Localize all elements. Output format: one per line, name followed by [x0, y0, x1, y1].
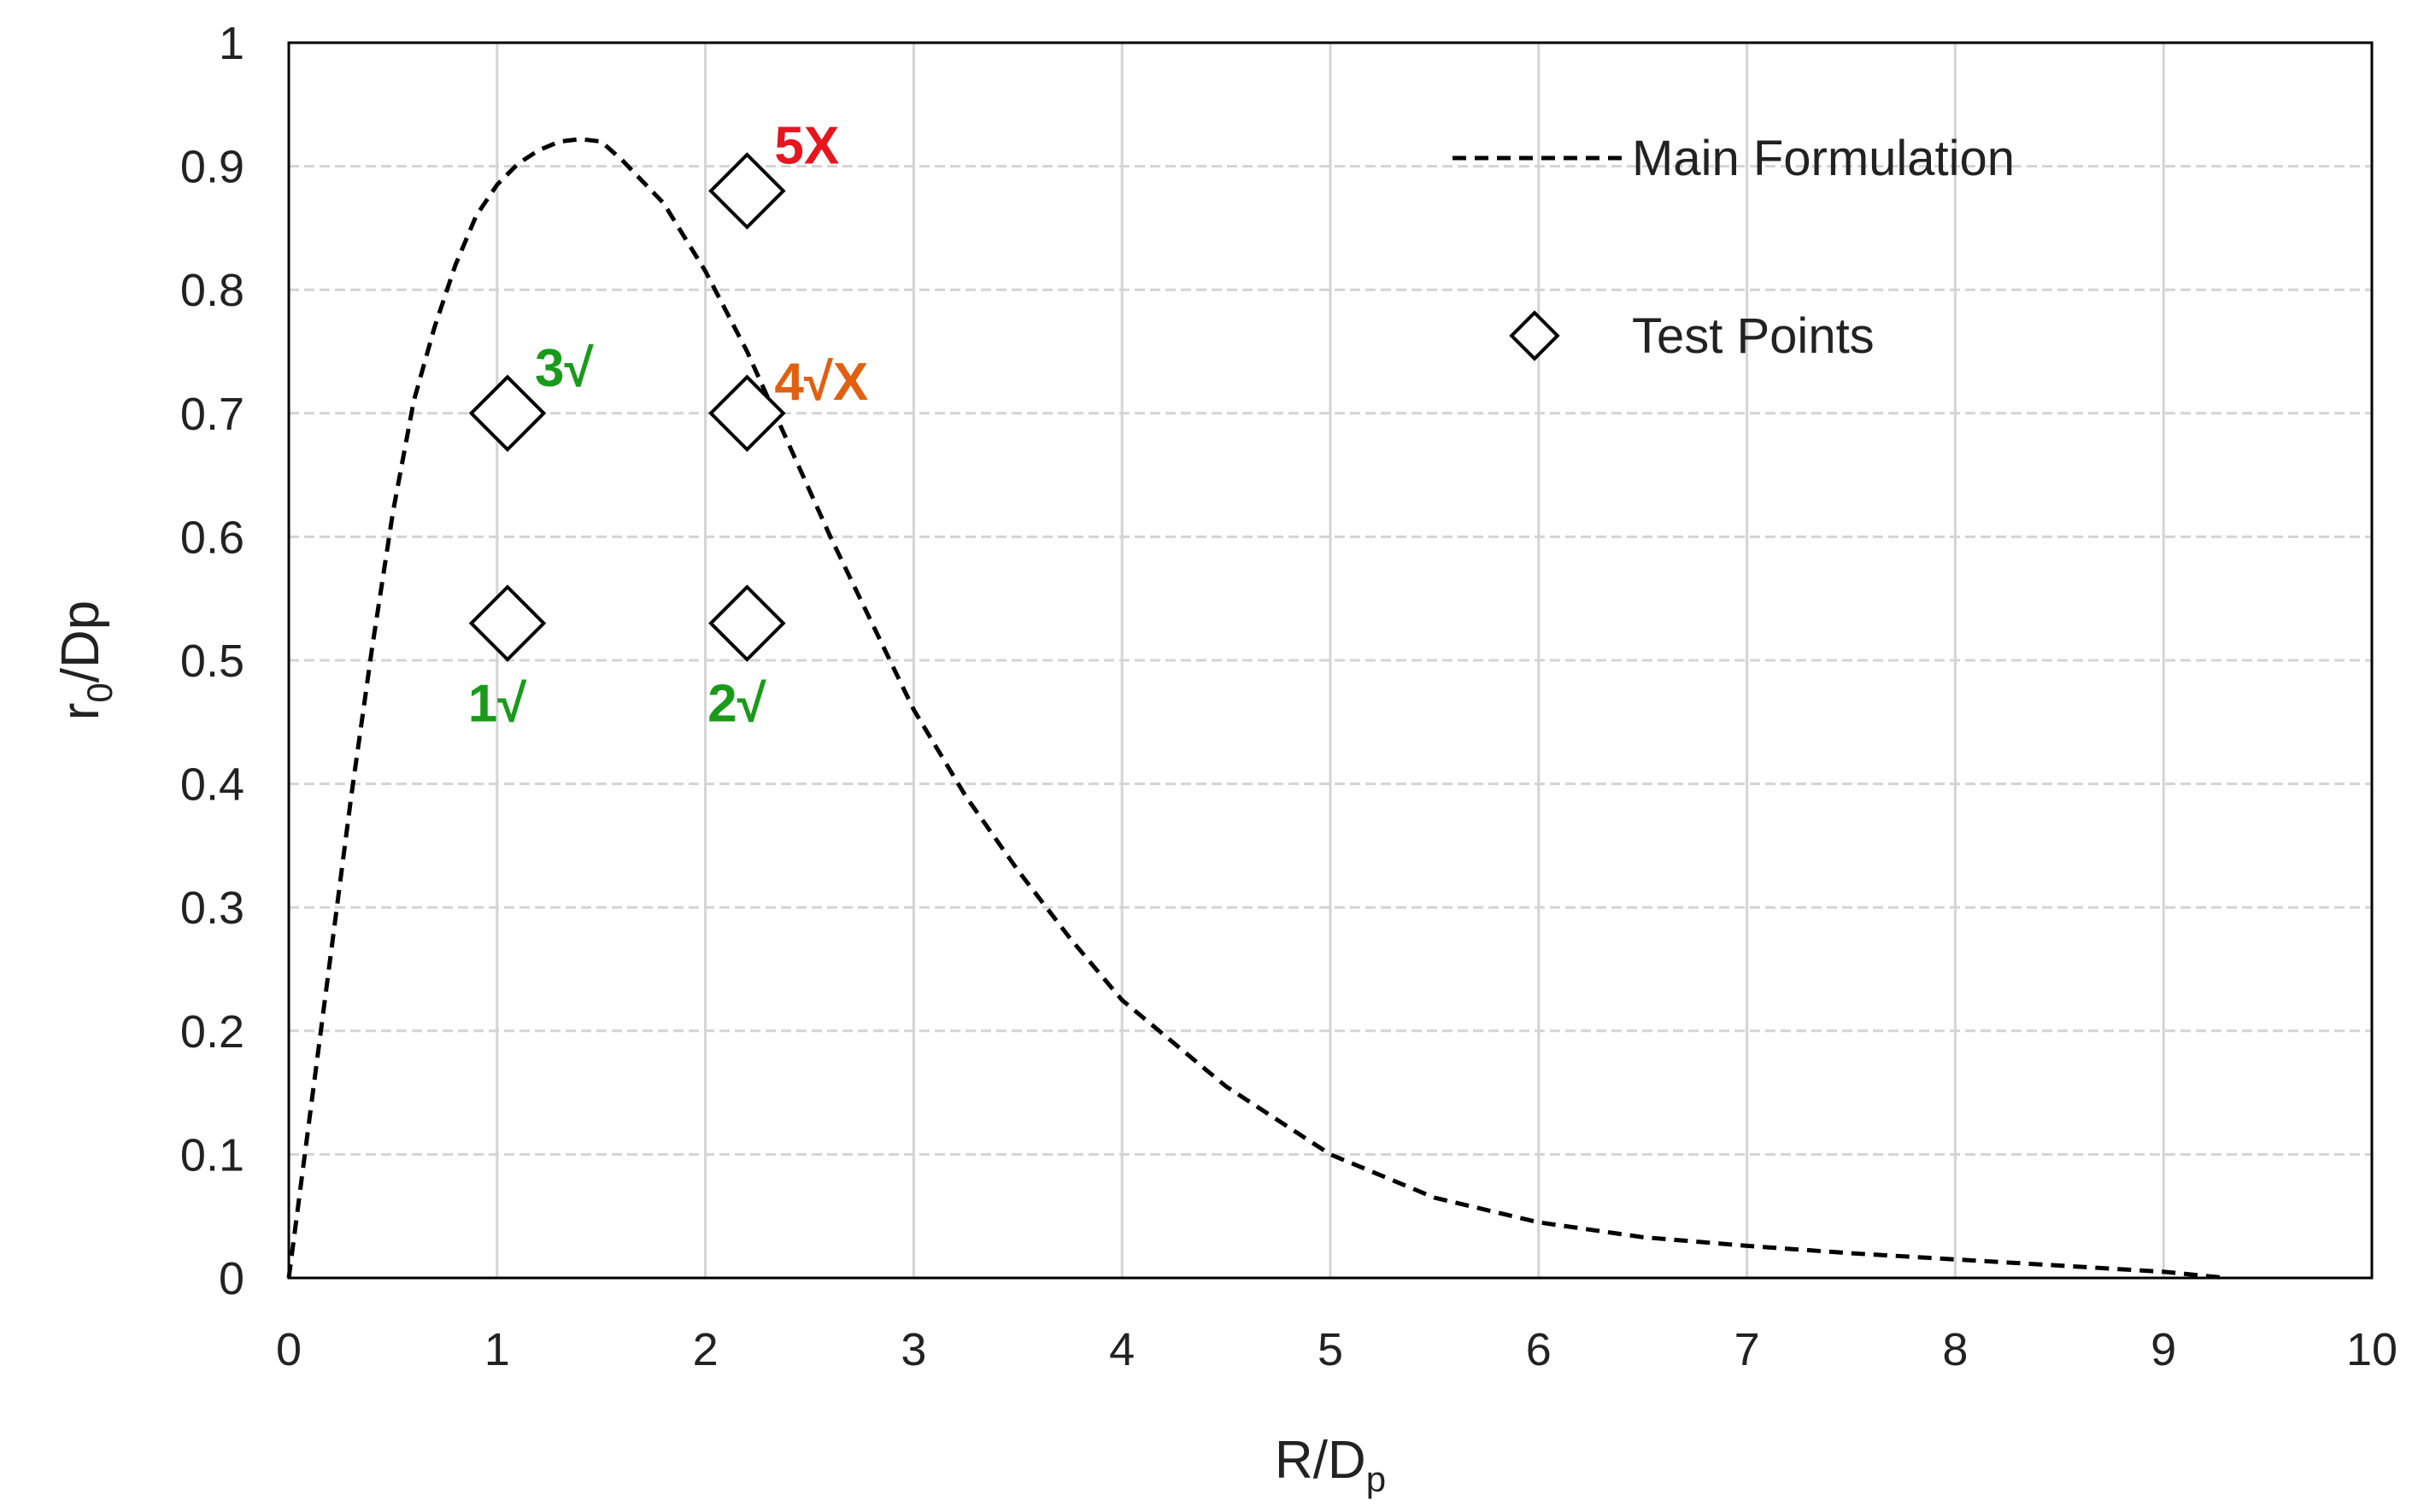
plot-area: [287, 41, 2374, 1280]
y-tick-label: 1: [219, 18, 244, 69]
y-axis-title-subscript: 0: [79, 683, 120, 702]
x-axis-title-subscript: p: [1366, 1459, 1386, 1499]
y-axis-title: r0/Dp: [51, 601, 120, 721]
y-tick-label: 0.3: [180, 882, 244, 934]
test-point-label: 2√: [707, 675, 766, 734]
y-tick-label: 0.6: [180, 512, 244, 563]
test-points: [468, 152, 786, 662]
x-tick-label: 8: [1942, 1324, 1968, 1375]
test-point-marker: [468, 584, 547, 662]
test-point-marker: [468, 374, 547, 453]
series-main-formulation-line: [286, 137, 2227, 1281]
x-tick-label: 4: [1109, 1324, 1135, 1375]
legend: Main Formulation Test Points: [1453, 131, 2015, 364]
test-point-label: 3√: [535, 339, 594, 398]
x-tick-label: 5: [1318, 1324, 1343, 1375]
y-tick-label: 0.1: [180, 1129, 244, 1181]
x-tick-label: 10: [2346, 1324, 2397, 1375]
y-tick-label: 0.7: [180, 389, 244, 440]
x-tick-label: 0: [276, 1324, 302, 1375]
y-tick-label: 0.2: [180, 1006, 244, 1058]
x-tick-label: 7: [1734, 1324, 1760, 1375]
test-point-label: 5X: [774, 117, 839, 176]
x-tick-label: 2: [693, 1324, 719, 1375]
y-tick-labels: 0 0.1 0.2 0.3 0.4 0.5 0.6 0.7 0.8 0.9 1: [180, 18, 244, 1304]
legend-label-main-formulation: Main Formulation: [1632, 131, 2015, 186]
test-point-marker: [708, 584, 786, 662]
y-tick-label: 0: [219, 1253, 244, 1304]
x-axis-title: R/Dp: [1275, 1431, 1386, 1499]
test-point-label: 4√X: [774, 353, 868, 412]
x-tick-label: 3: [901, 1324, 926, 1375]
x-tick-label: 9: [2151, 1324, 2176, 1375]
x-tick-label: 1: [484, 1324, 510, 1375]
y-tick-label: 0.5: [180, 636, 244, 687]
x-axis-title-main: R/D: [1275, 1431, 1366, 1490]
y-tick-label: 0.8: [180, 265, 244, 316]
grid-lines: [289, 43, 2372, 1278]
test-point-marker: [708, 374, 786, 453]
x-tick-label: 6: [1526, 1324, 1552, 1375]
x-tick-labels: 0 1 2 3 4 5 6 7 8 9 10: [276, 1324, 2397, 1375]
test-point-marker: [708, 152, 786, 230]
legend-label-test-points: Test Points: [1632, 308, 1875, 364]
test-point-labels: 1√ 2√ 3√ 4√X 5X: [468, 117, 869, 734]
legend-diamond-swatch: [1509, 310, 1560, 361]
y-axis-title-main: r: [51, 703, 110, 721]
test-point-label: 1√: [468, 675, 527, 734]
y-tick-label: 0.4: [180, 759, 244, 811]
y-axis-title-rest: /Dp: [51, 601, 110, 683]
y-tick-label: 0.9: [180, 142, 244, 193]
